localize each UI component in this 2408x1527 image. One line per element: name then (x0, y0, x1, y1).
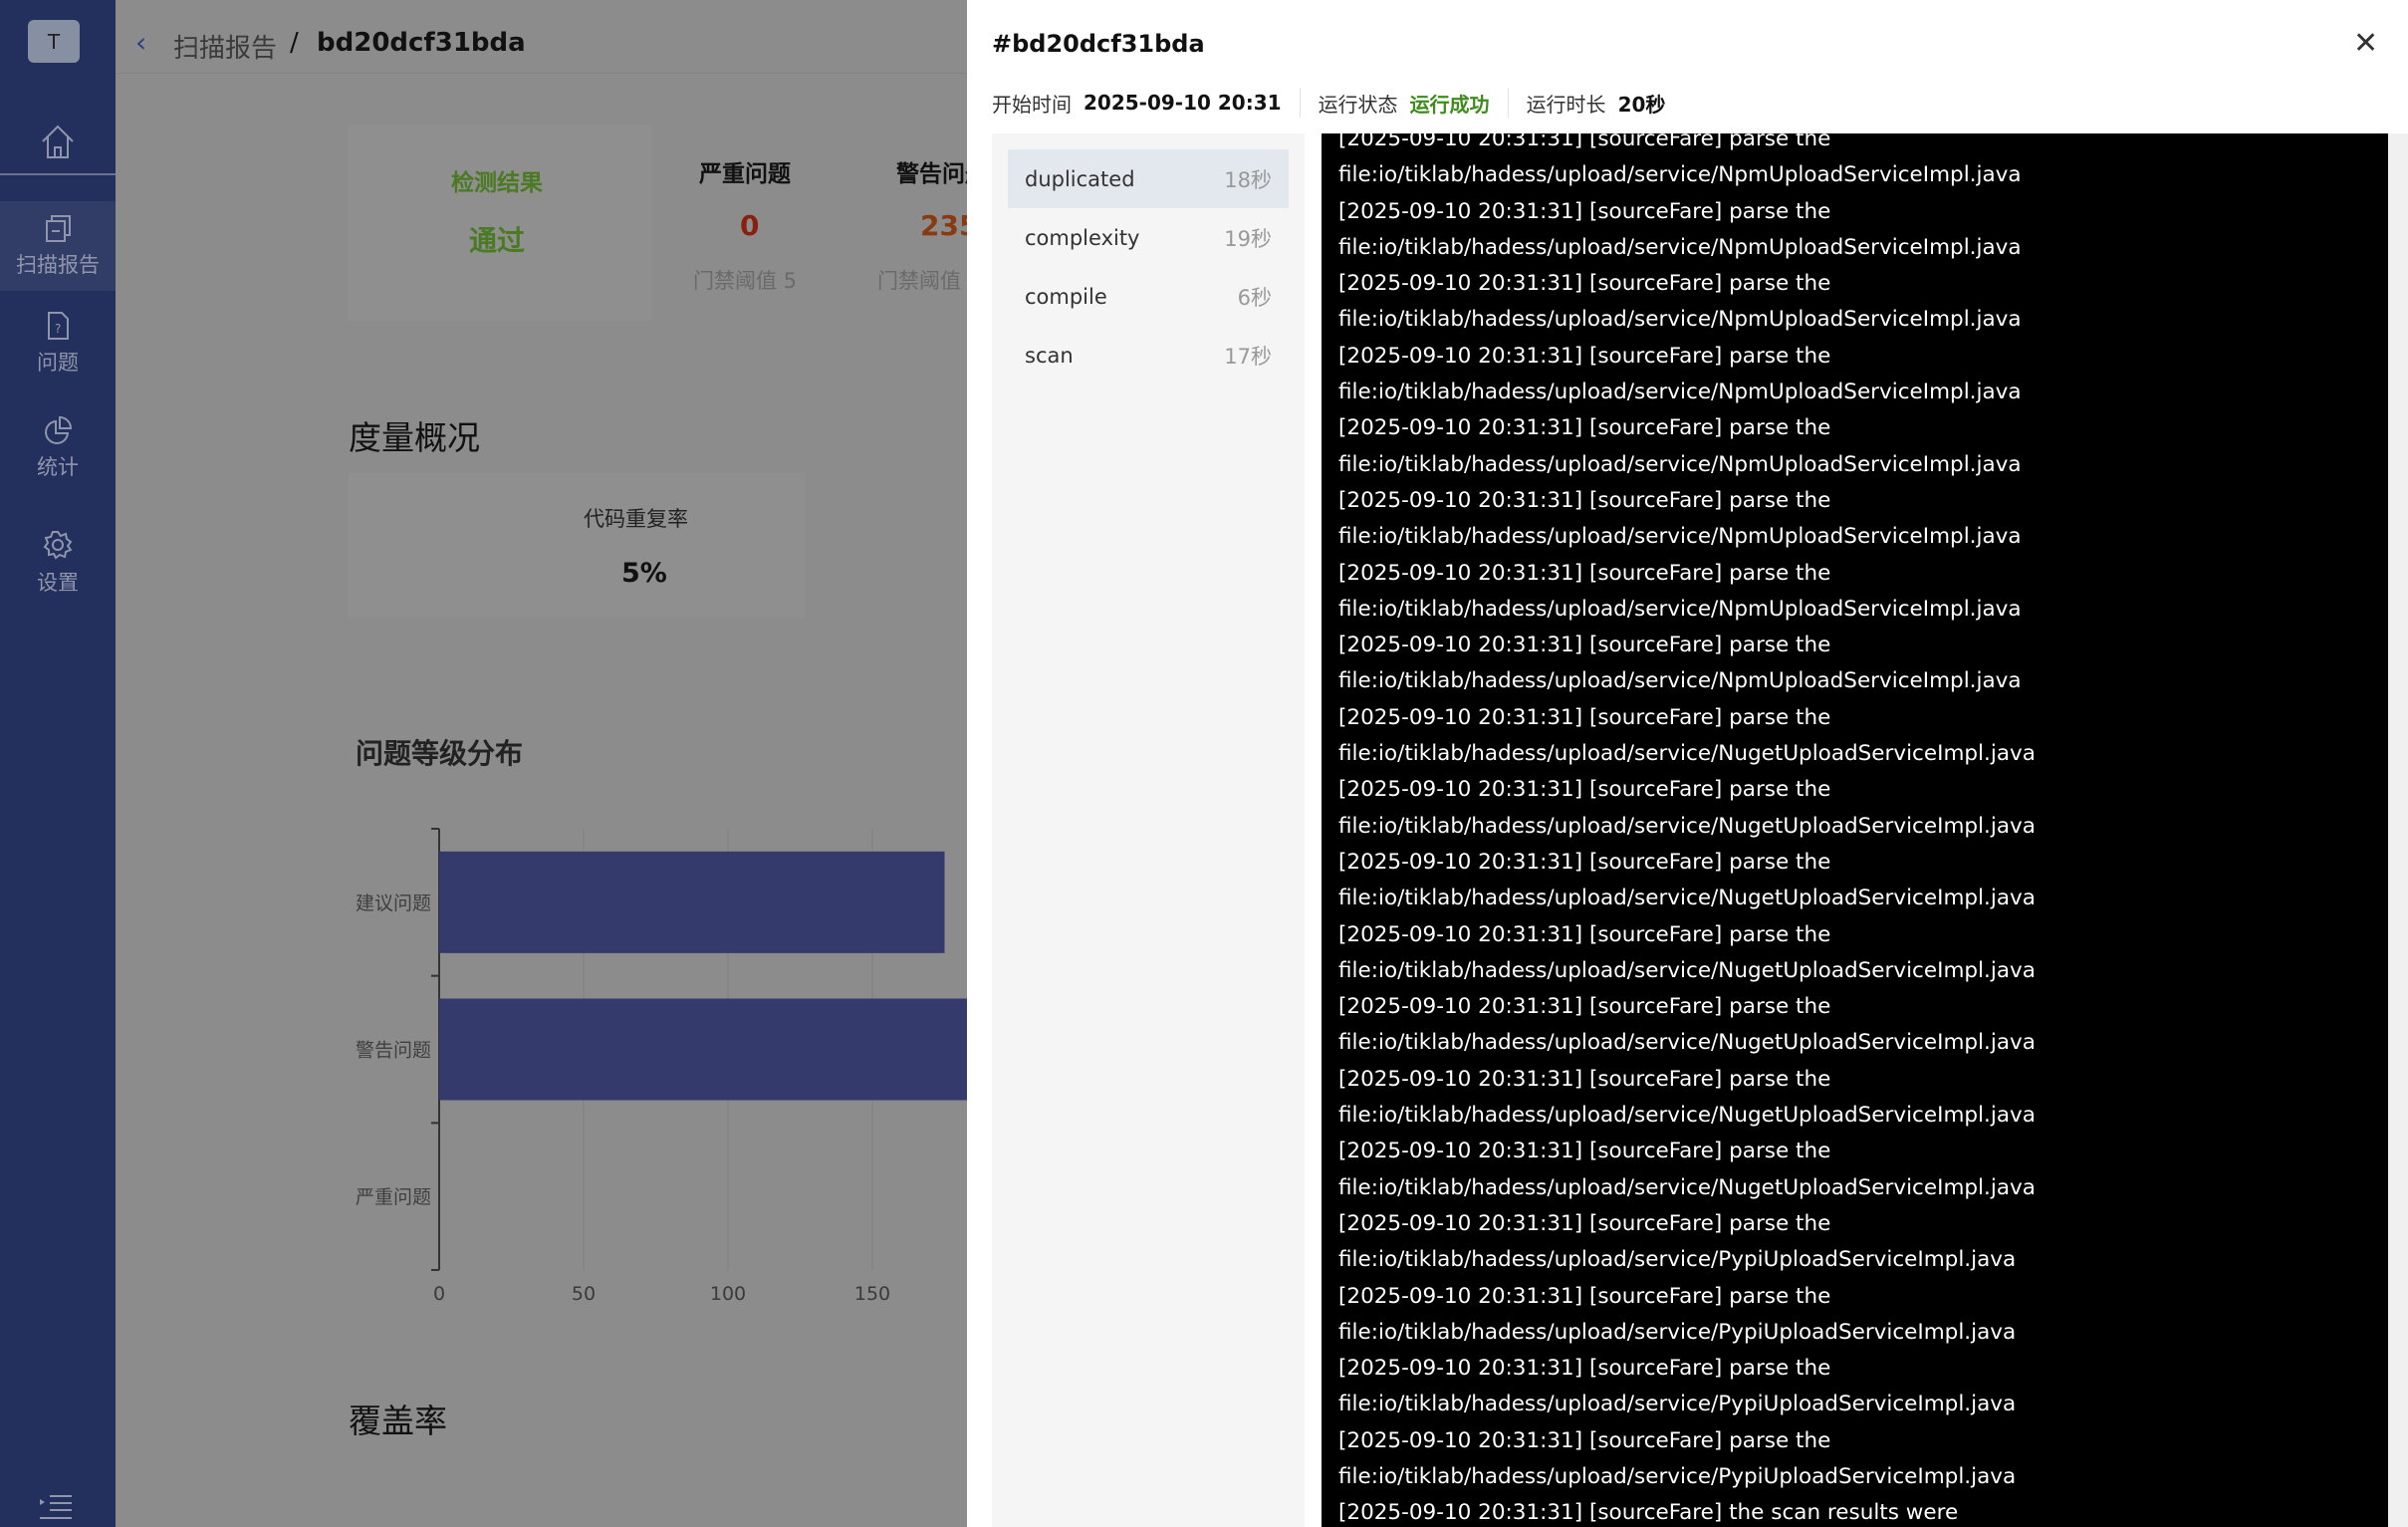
issue-summary-card (652, 125, 967, 321)
stage-compile[interactable]: compile 6秒 (1008, 267, 1289, 326)
stage-complexity[interactable]: complexity 19秒 (1008, 208, 1289, 267)
pie-icon (45, 415, 73, 444)
log-line: [2025-09-10 20:31:31] [sourceFare] parse… (1338, 560, 2022, 622)
sidebar: T 扫描报告 ? 问题 统计 设置 (0, 0, 116, 1527)
chart-title: 问题等级分布 (356, 737, 524, 770)
drawer-title: #bd20dcf31bda (992, 30, 1205, 58)
status-badge: 运行成功 (1409, 92, 1490, 117)
duplication-label: 代码重复率 (584, 507, 688, 531)
warning-label: 警告问题 (896, 161, 967, 187)
result-label: 检测结果 (451, 170, 543, 196)
log-line: [2025-09-10 20:31:31] [sourceFare] parse… (1338, 777, 2036, 839)
home-icon (42, 125, 74, 158)
warning-value: 235 (920, 209, 967, 242)
stage-name: compile (1025, 284, 1107, 309)
stage-duration: 17秒 (1224, 344, 1272, 369)
close-icon[interactable]: ✕ (2353, 26, 2379, 61)
log-line: [2025-09-10 20:31:31] [sourceFare] parse… (1338, 343, 2022, 405)
metrics-title: 度量概况 (349, 418, 480, 457)
main-content: ‹ 扫描报告 / bd20dcf31bda 检测结果 通过 严重问题 0 门禁阈… (116, 0, 967, 1527)
sidebar-item-report[interactable]: 扫描报告 (0, 201, 116, 291)
breadcrumb-current: bd20dcf31bda (317, 28, 526, 58)
divider (1507, 88, 1509, 118)
sidebar-item-label: 扫描报告 (16, 253, 100, 277)
expand-menu-icon[interactable] (40, 1494, 72, 1520)
log-line: [2025-09-10 20:31:31] [sourceFare] parse… (1338, 1066, 2036, 1129)
duplication-card (349, 473, 805, 618)
stage-name: complexity (1025, 225, 1140, 250)
log-line: [2025-09-10 20:31:31] [sourceFare] parse… (1338, 994, 2036, 1056)
log-line: [2025-09-10 20:31:31] [sourceFare] parse… (1338, 1283, 2017, 1345)
run-detail-drawer: #bd20dcf31bda ✕ 开始时间 2025-09-10 20:31 运行… (967, 0, 2408, 1527)
critical-threshold: 门禁阈值 5 (693, 269, 798, 293)
stage-duplicated[interactable]: duplicated 18秒 (1008, 149, 1289, 208)
log-line: [2025-09-10 20:31:31] [sourceFare] parse… (1338, 133, 2022, 188)
issue-icon: ? (48, 312, 69, 340)
y-tick-label: 严重问题 (356, 1186, 431, 1208)
sidebar-item-label: 统计 (37, 455, 79, 479)
result-card (349, 125, 652, 321)
avatar[interactable]: T (28, 20, 80, 63)
stage-duration: 18秒 (1224, 167, 1272, 192)
start-time-label: 开始时间 (992, 92, 1072, 117)
sidebar-item-label: 设置 (37, 571, 79, 595)
stage-name: duplicated (1025, 166, 1135, 191)
breadcrumb: ‹ 扫描报告 / bd20dcf31bda (116, 0, 967, 74)
run-meta: 开始时间 2025-09-10 20:31 运行状态 运行成功 运行时长 20秒 (992, 88, 1665, 118)
svg-text:?: ? (55, 322, 61, 336)
breadcrumb-parent[interactable]: 扫描报告 (173, 34, 278, 64)
y-tick-label: 警告问题 (356, 1040, 431, 1062)
gear-icon (43, 531, 73, 560)
critical-value: 0 (740, 209, 760, 242)
x-tick-label: 50 (572, 1283, 596, 1305)
coverage-title: 覆盖率 (349, 1401, 447, 1440)
sidebar-item-stats[interactable]: 统计 (0, 403, 116, 493)
sidebar-item-issues[interactable]: ? 问题 (0, 299, 116, 388)
warning-threshold: 门禁阈值 (877, 269, 961, 293)
back-icon[interactable]: ‹ (135, 26, 147, 59)
log-line: [2025-09-10 20:31:31] [sourceFare] parse… (1338, 1139, 2036, 1200)
status-label: 运行状态 (1318, 92, 1398, 117)
log-line: [2025-09-10 20:31:31] [sourceFare] parse… (1338, 704, 2036, 767)
stage-name: scan (1025, 343, 1074, 368)
sidebar-item-label: 问题 (37, 351, 79, 375)
log-line: [2025-09-10 20:31:31] [sourceFare] parse… (1338, 633, 2022, 694)
log-line: [2025-09-10 20:31:31] [sourceFare] parse… (1338, 487, 2022, 550)
log-line: [2025-09-10 20:31:31] [sourceFare] parse… (1338, 271, 2022, 333)
y-tick-label: 建议问题 (356, 892, 431, 914)
scrollbar[interactable] (2388, 133, 2408, 1527)
log-line: [2025-09-10 20:31:31] [sourceFare] parse… (1338, 1427, 2017, 1489)
log-output[interactable]: [2025-09-10 20:31:31] [sourceFare] parse… (1322, 133, 2388, 1527)
x-tick-label: 100 (710, 1283, 746, 1305)
log-line: [2025-09-10 20:31:31] [sourceFare] parse… (1338, 415, 2022, 477)
report-icon (46, 215, 71, 242)
start-time-value: 2025-09-10 20:31 (1084, 91, 1282, 115)
divider (1299, 88, 1301, 118)
log-line: [2025-09-10 20:31:31] [sourceFare] parse… (1338, 198, 2022, 260)
duplication-value: 5% (621, 558, 667, 589)
duration-label: 运行时长 (1526, 92, 1606, 117)
log-line: [2025-09-10 20:31:31] [sourceFare] parse… (1338, 849, 2036, 911)
home-button[interactable] (0, 110, 116, 173)
bar-警告问题 (439, 998, 967, 1101)
sidebar-item-settings[interactable]: 设置 (0, 518, 116, 608)
duration-value: 20秒 (1617, 92, 1666, 117)
critical-label: 严重问题 (699, 161, 791, 187)
x-tick-label: 0 (433, 1283, 445, 1305)
log-line: [2025-09-10 20:31:31] [sourceFare] parse… (1338, 921, 2036, 983)
bar-建议问题 (439, 851, 945, 953)
divider (0, 173, 116, 175)
x-tick-label: 150 (854, 1283, 890, 1305)
stage-list: duplicated 18秒 complexity 19秒 compile 6秒 sc… (992, 133, 1305, 1527)
log-line: [2025-09-10 20:31:31] [sourceFare] parse… (1338, 1356, 2017, 1417)
log-line: [2025-09-10 20:31:31] [sourceFare] parse… (1338, 1210, 2017, 1273)
stage-duration: 6秒 (1237, 285, 1272, 310)
log-line: [2025-09-10 20:31:31] [sourceFare] the s… (1338, 1500, 1959, 1526)
result-value: 通过 (469, 224, 526, 257)
breadcrumb-separator: / (290, 28, 299, 58)
stage-scan[interactable]: scan 17秒 (1008, 326, 1289, 384)
stage-duration: 19秒 (1224, 226, 1272, 251)
